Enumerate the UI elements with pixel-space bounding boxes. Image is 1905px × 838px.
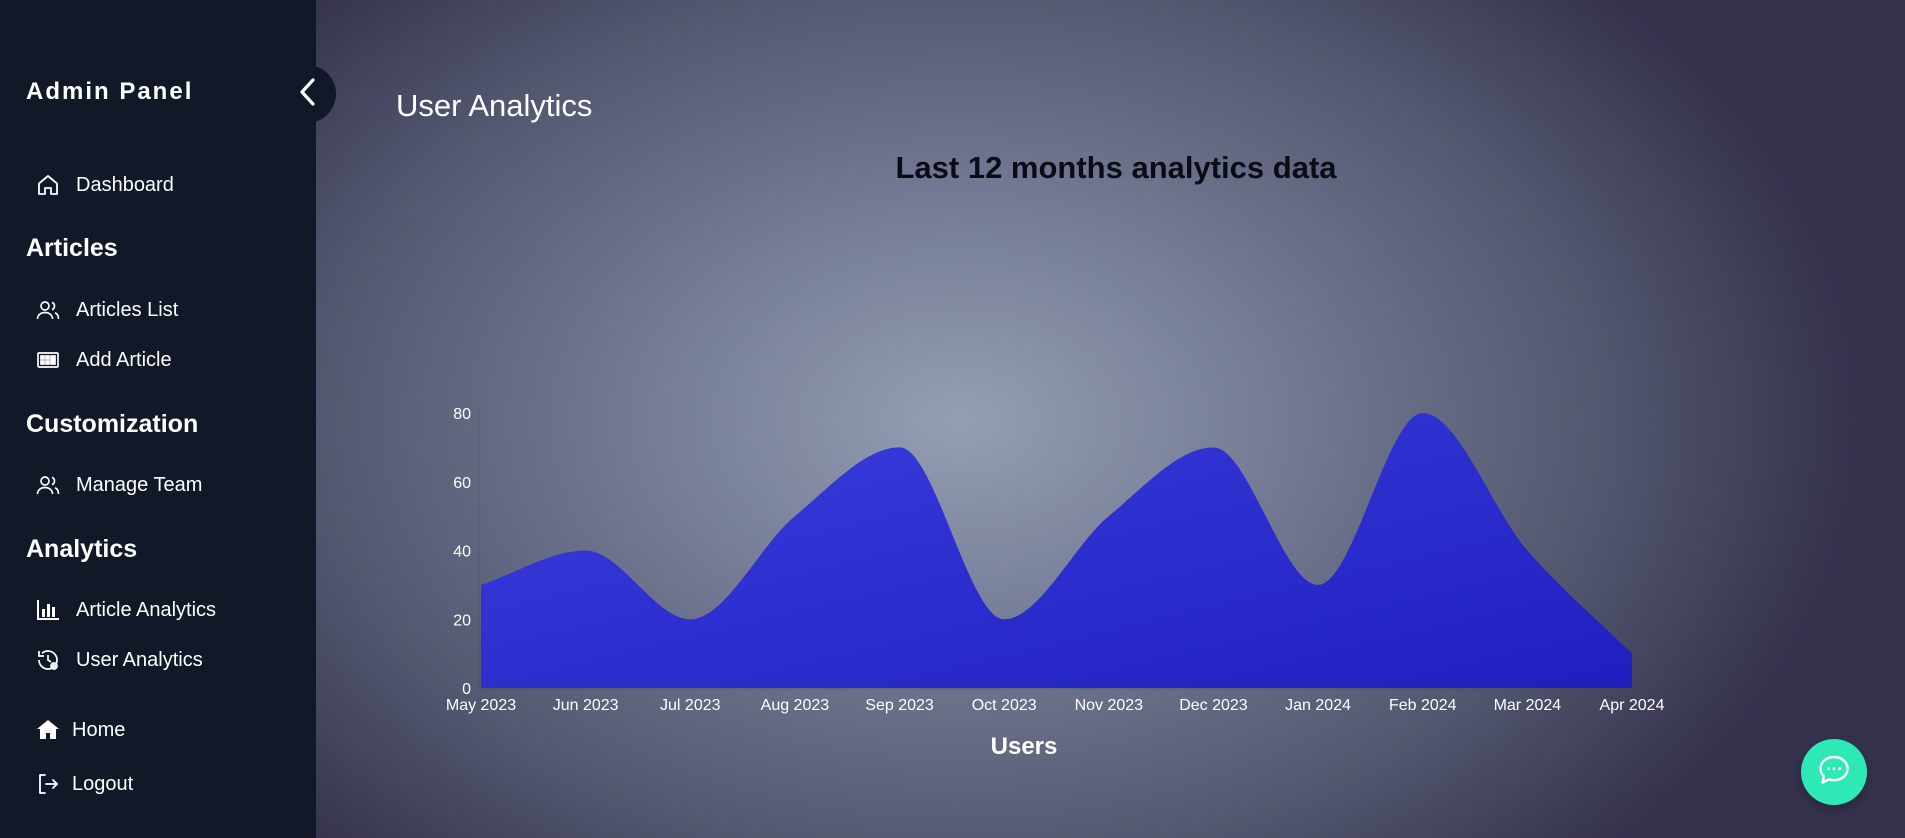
x-tick-label: Sep 2023 <box>865 697 934 714</box>
x-tick-label: Apr 2024 <box>1600 697 1665 714</box>
x-tick-label: Mar 2024 <box>1494 697 1562 714</box>
y-tick-label: 80 <box>453 406 471 423</box>
x-tick-label: May 2023 <box>446 697 516 714</box>
x-tick-label: Jun 2023 <box>553 697 619 714</box>
x-tick-label: Jan 2024 <box>1285 697 1351 714</box>
x-axis-label: Users <box>991 733 1058 760</box>
chat-icon <box>1817 753 1851 792</box>
x-tick-label: Oct 2023 <box>972 697 1037 714</box>
x-tick-label: Nov 2023 <box>1075 697 1144 714</box>
x-tick-label: Jul 2023 <box>660 697 721 714</box>
y-tick-label: 0 <box>462 681 471 698</box>
x-tick-label: Dec 2023 <box>1179 697 1248 714</box>
y-tick-label: 60 <box>453 475 471 492</box>
y-tick-label: 40 <box>453 544 471 561</box>
y-tick-label: 20 <box>453 612 471 629</box>
area-series <box>481 413 1632 688</box>
x-tick-label: Aug 2023 <box>761 697 830 714</box>
x-tick-label: Feb 2024 <box>1389 697 1457 714</box>
chat-button[interactable] <box>1801 739 1867 805</box>
